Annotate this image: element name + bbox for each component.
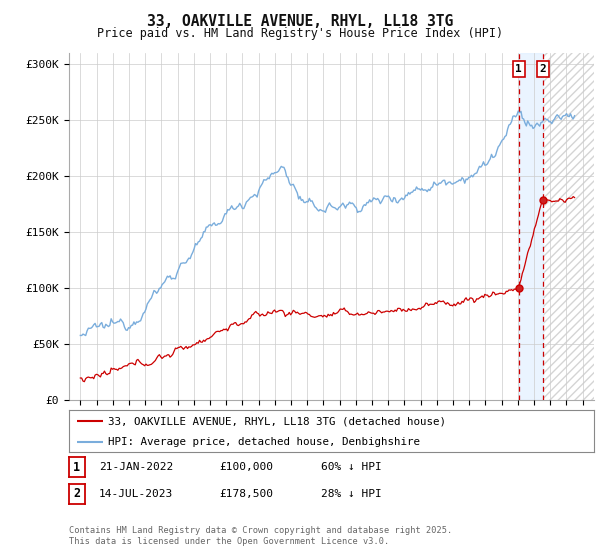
Text: 1: 1 bbox=[73, 460, 80, 474]
Bar bbox=[543, 53, 596, 400]
Text: 28% ↓ HPI: 28% ↓ HPI bbox=[321, 489, 382, 499]
Text: £100,000: £100,000 bbox=[219, 462, 273, 472]
Text: 2: 2 bbox=[539, 64, 546, 74]
Text: 1: 1 bbox=[515, 64, 522, 74]
Text: 33, OAKVILLE AVENUE, RHYL, LL18 3TG (detached house): 33, OAKVILLE AVENUE, RHYL, LL18 3TG (det… bbox=[109, 417, 446, 426]
Text: 33, OAKVILLE AVENUE, RHYL, LL18 3TG: 33, OAKVILLE AVENUE, RHYL, LL18 3TG bbox=[147, 14, 453, 29]
Bar bbox=[519, 53, 543, 400]
Text: HPI: Average price, detached house, Denbighshire: HPI: Average price, detached house, Denb… bbox=[109, 437, 421, 446]
Bar bbox=[543, 53, 596, 400]
Text: 14-JUL-2023: 14-JUL-2023 bbox=[99, 489, 173, 499]
Text: 2: 2 bbox=[73, 487, 80, 501]
Text: £178,500: £178,500 bbox=[219, 489, 273, 499]
Text: Price paid vs. HM Land Registry's House Price Index (HPI): Price paid vs. HM Land Registry's House … bbox=[97, 27, 503, 40]
Text: 21-JAN-2022: 21-JAN-2022 bbox=[99, 462, 173, 472]
Text: 60% ↓ HPI: 60% ↓ HPI bbox=[321, 462, 382, 472]
Text: Contains HM Land Registry data © Crown copyright and database right 2025.
This d: Contains HM Land Registry data © Crown c… bbox=[69, 526, 452, 546]
